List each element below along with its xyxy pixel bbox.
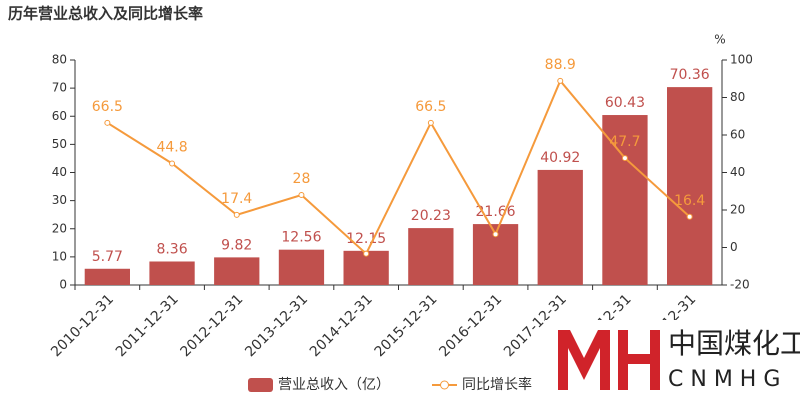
line-marker <box>363 250 370 257</box>
line-marker <box>298 192 305 198</box>
line-marker <box>104 119 111 126</box>
line-label: 44.8 <box>156 140 187 156</box>
y-tick-label: 40 <box>52 165 67 179</box>
watermark: 中国煤化工 CNMHG <box>545 320 800 400</box>
bar <box>537 169 583 285</box>
line-marker <box>557 77 564 84</box>
line-marker <box>169 160 176 167</box>
legend-label: 营业总收入（亿） <box>278 377 390 393</box>
bar-label: 60.43 <box>605 95 645 111</box>
y2-tick-label: 60 <box>730 128 745 142</box>
x-tick-label: 2013-12-31 <box>242 291 311 360</box>
bar-label: 5.77 <box>92 249 123 265</box>
watermark-subtext: CNMHG <box>668 367 787 392</box>
bar-label: 12.15 <box>346 231 386 247</box>
watermark-text: 中国煤化工 <box>668 327 800 360</box>
line <box>106 78 691 256</box>
bar-label: 20.23 <box>411 208 451 224</box>
y2-tick-label: -20 <box>730 278 750 292</box>
watermark-logo <box>618 330 660 390</box>
legend-swatch <box>440 380 449 390</box>
x-tick-label: 2011-12-31 <box>113 291 182 360</box>
y-tick-label: 0 <box>59 278 67 292</box>
x-tick-label: 2016-12-31 <box>436 291 505 360</box>
plot: 0 10 20 30 40 50 60 70 80 -20 0 20 40 60 80 100 2010-12-… <box>48 53 753 361</box>
line-marker <box>492 231 499 238</box>
line-marker <box>427 119 434 126</box>
y-tick-label: 50 <box>52 137 67 151</box>
line-label: 17.4 <box>221 191 252 207</box>
x-tick-label: 2010-12-31 <box>48 291 117 360</box>
y2-tick-label: 0 <box>730 240 738 254</box>
y2-tick-label: 100 <box>730 53 753 67</box>
x-tick-label: 2012-12-31 <box>178 291 247 360</box>
legend-label: 同比增长率 <box>462 376 532 393</box>
y-tick-label: 10 <box>52 249 67 263</box>
line-marker <box>233 211 240 218</box>
bar-label: 9.82 <box>221 237 252 253</box>
y2-tick-label: 80 <box>730 90 745 104</box>
bar <box>278 249 325 285</box>
line-label: 28 <box>293 171 311 187</box>
bar-label: 21.66 <box>476 204 516 220</box>
bar <box>149 261 195 285</box>
line-label: 88.9 <box>545 57 576 73</box>
y-tick-label: 20 <box>52 221 67 235</box>
bar <box>214 257 260 285</box>
y-tick-label: 80 <box>52 53 67 67</box>
y-tick-label: 60 <box>52 109 67 123</box>
legend-swatch <box>248 378 273 392</box>
y2-tick-label: 40 <box>730 165 745 179</box>
chart-title: 历年营业总收入及同比增长率 <box>8 5 203 23</box>
bar-label: 8.36 <box>156 241 187 257</box>
x-tick-label: 2015-12-31 <box>372 291 441 360</box>
bar <box>84 268 130 285</box>
line-label: 16.4 <box>674 193 705 209</box>
line-label: 66.5 <box>415 99 446 115</box>
bar <box>602 115 648 286</box>
bar <box>408 228 454 285</box>
watermark-logo <box>558 330 610 390</box>
line-marker <box>686 213 693 220</box>
bar-label: 12.56 <box>281 230 321 246</box>
line-label: 66.5 <box>92 99 123 115</box>
y2-unit: % <box>714 33 725 47</box>
line-marker <box>621 155 628 162</box>
y-tick-label: 30 <box>52 193 67 207</box>
line-label: 47.7 <box>609 134 640 150</box>
y2-tick-label: 20 <box>730 203 745 217</box>
bar <box>667 87 713 285</box>
x-tick-label: 2014-12-31 <box>307 291 376 360</box>
bar-label: 40.92 <box>540 150 580 166</box>
bar-label: 70.36 <box>670 67 710 83</box>
y-tick-label: 70 <box>52 81 67 95</box>
